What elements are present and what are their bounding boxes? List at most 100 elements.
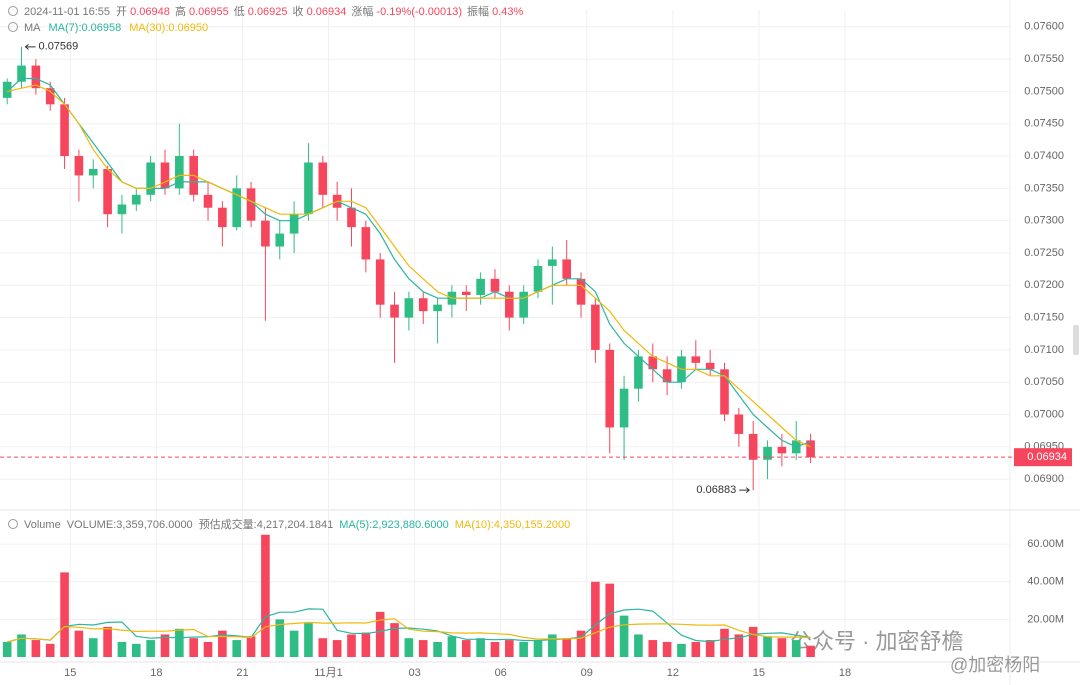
candle-body [31, 65, 41, 89]
volume-bar [662, 641, 672, 657]
candle-body [763, 446, 772, 460]
candle-body [347, 207, 356, 228]
value: -0.19%(-0.00013) [376, 6, 463, 18]
candle-body [705, 362, 715, 370]
y-tick-label: 0.07200 [1024, 279, 1064, 291]
candle-body [634, 356, 643, 389]
legend-entry: MA(10):4,350,155.2000 [454, 519, 571, 531]
volume-bar [232, 640, 242, 657]
candle-body [619, 388, 629, 428]
x-tick-label: 15 [753, 667, 765, 679]
volume-bar [2, 641, 12, 657]
candle-body [591, 304, 600, 350]
candle-body [720, 369, 729, 415]
candle-body [576, 278, 586, 305]
min-label: 0.06883 [696, 484, 736, 496]
label: MA [24, 22, 41, 34]
label: 低 [233, 6, 245, 18]
volume-bar [275, 619, 285, 657]
volume-bar [261, 534, 270, 657]
x-tick-label: 11月1 [314, 667, 343, 679]
volume-bar [74, 630, 84, 657]
watermark: 公众号 · 加密舒檐 [790, 629, 964, 654]
scroll-handle[interactable] [1073, 325, 1079, 355]
volume-bar [246, 636, 256, 657]
time: 2024-11-01 16:55 [24, 6, 111, 18]
candle-body [404, 298, 414, 318]
y-tick-label: 0.07150 [1024, 312, 1064, 324]
volume-bar [576, 630, 586, 657]
volume-bar [146, 640, 155, 657]
x-tick-label: 09 [581, 667, 593, 679]
candle-body [246, 188, 256, 221]
candle-body [304, 162, 313, 215]
candle-body [261, 220, 270, 247]
volume-bar [361, 632, 371, 657]
volume-bar [103, 626, 112, 657]
grid [0, 10, 1010, 657]
volume-bar [691, 641, 701, 657]
volume-bar [648, 640, 658, 657]
candle-body [505, 291, 514, 318]
watermark: @加密杨阳 [950, 655, 1040, 675]
last-price-box [1014, 448, 1072, 467]
ma-line [7, 618, 811, 643]
volume-bar [304, 623, 313, 657]
candle-body [734, 414, 744, 434]
candle-body [533, 265, 543, 292]
label: 收 [292, 6, 304, 18]
ma-row: MA MA(7):0.06958 MA(30):0.06950 [8, 20, 528, 36]
candle-body [548, 259, 557, 266]
candle-body [45, 88, 55, 105]
candle-body [232, 188, 242, 228]
y-tick-label: 0.07100 [1024, 344, 1064, 356]
candle-body [361, 227, 371, 260]
candle-body [2, 81, 12, 98]
volume-bar [806, 645, 815, 657]
value: 0.06925 [247, 6, 288, 18]
y-tick-label: 0.07500 [1024, 85, 1064, 97]
volume-bar [705, 640, 715, 657]
ohlc-row: 2024-11-01 16:55 开 0.06948 高 0.06955 低 0.06… [8, 4, 528, 20]
volume-bar [763, 636, 772, 657]
candle-body [103, 168, 112, 215]
volume-bar [777, 638, 787, 657]
volume-bar [734, 634, 744, 657]
x-tick-label: 06 [495, 667, 507, 679]
y-tick-label: 0.07450 [1024, 118, 1064, 130]
volume-bar [619, 615, 629, 657]
value: 0.06934 [306, 6, 347, 18]
volume-bar [533, 640, 543, 657]
y-tick-label: 0.07050 [1024, 376, 1064, 388]
volume-bar [45, 643, 55, 657]
arrow [739, 487, 750, 494]
candle-body [662, 369, 672, 383]
y2-tick-label: 40.00M [1027, 576, 1064, 588]
y-tick-label: 0.07550 [1024, 53, 1064, 65]
ma-line [7, 84, 811, 448]
volume-bar [677, 643, 686, 657]
volume-bar [447, 636, 457, 657]
y2-tick-label: 60.00M [1027, 538, 1064, 550]
candle-body [146, 162, 155, 195]
volume-bar [720, 628, 729, 657]
value: 0.43% [492, 6, 524, 18]
y-tick-label: 0.07300 [1024, 215, 1064, 227]
volume-bar [318, 638, 328, 657]
candle-body [476, 278, 485, 295]
volume-bar [375, 611, 385, 657]
volume-bar [476, 638, 485, 657]
volume-bar [189, 638, 198, 657]
volume-bar [117, 641, 127, 657]
candle-body [203, 194, 213, 208]
candle-body [375, 259, 385, 305]
y-tick-label: 0.07000 [1024, 408, 1064, 420]
candle-body [218, 207, 227, 228]
x-tick-label: 15 [64, 667, 76, 679]
candle-body [418, 298, 428, 312]
volume-bar [634, 634, 643, 657]
candle-body [289, 214, 299, 234]
candle-body [691, 356, 701, 363]
candle-body [562, 259, 571, 279]
